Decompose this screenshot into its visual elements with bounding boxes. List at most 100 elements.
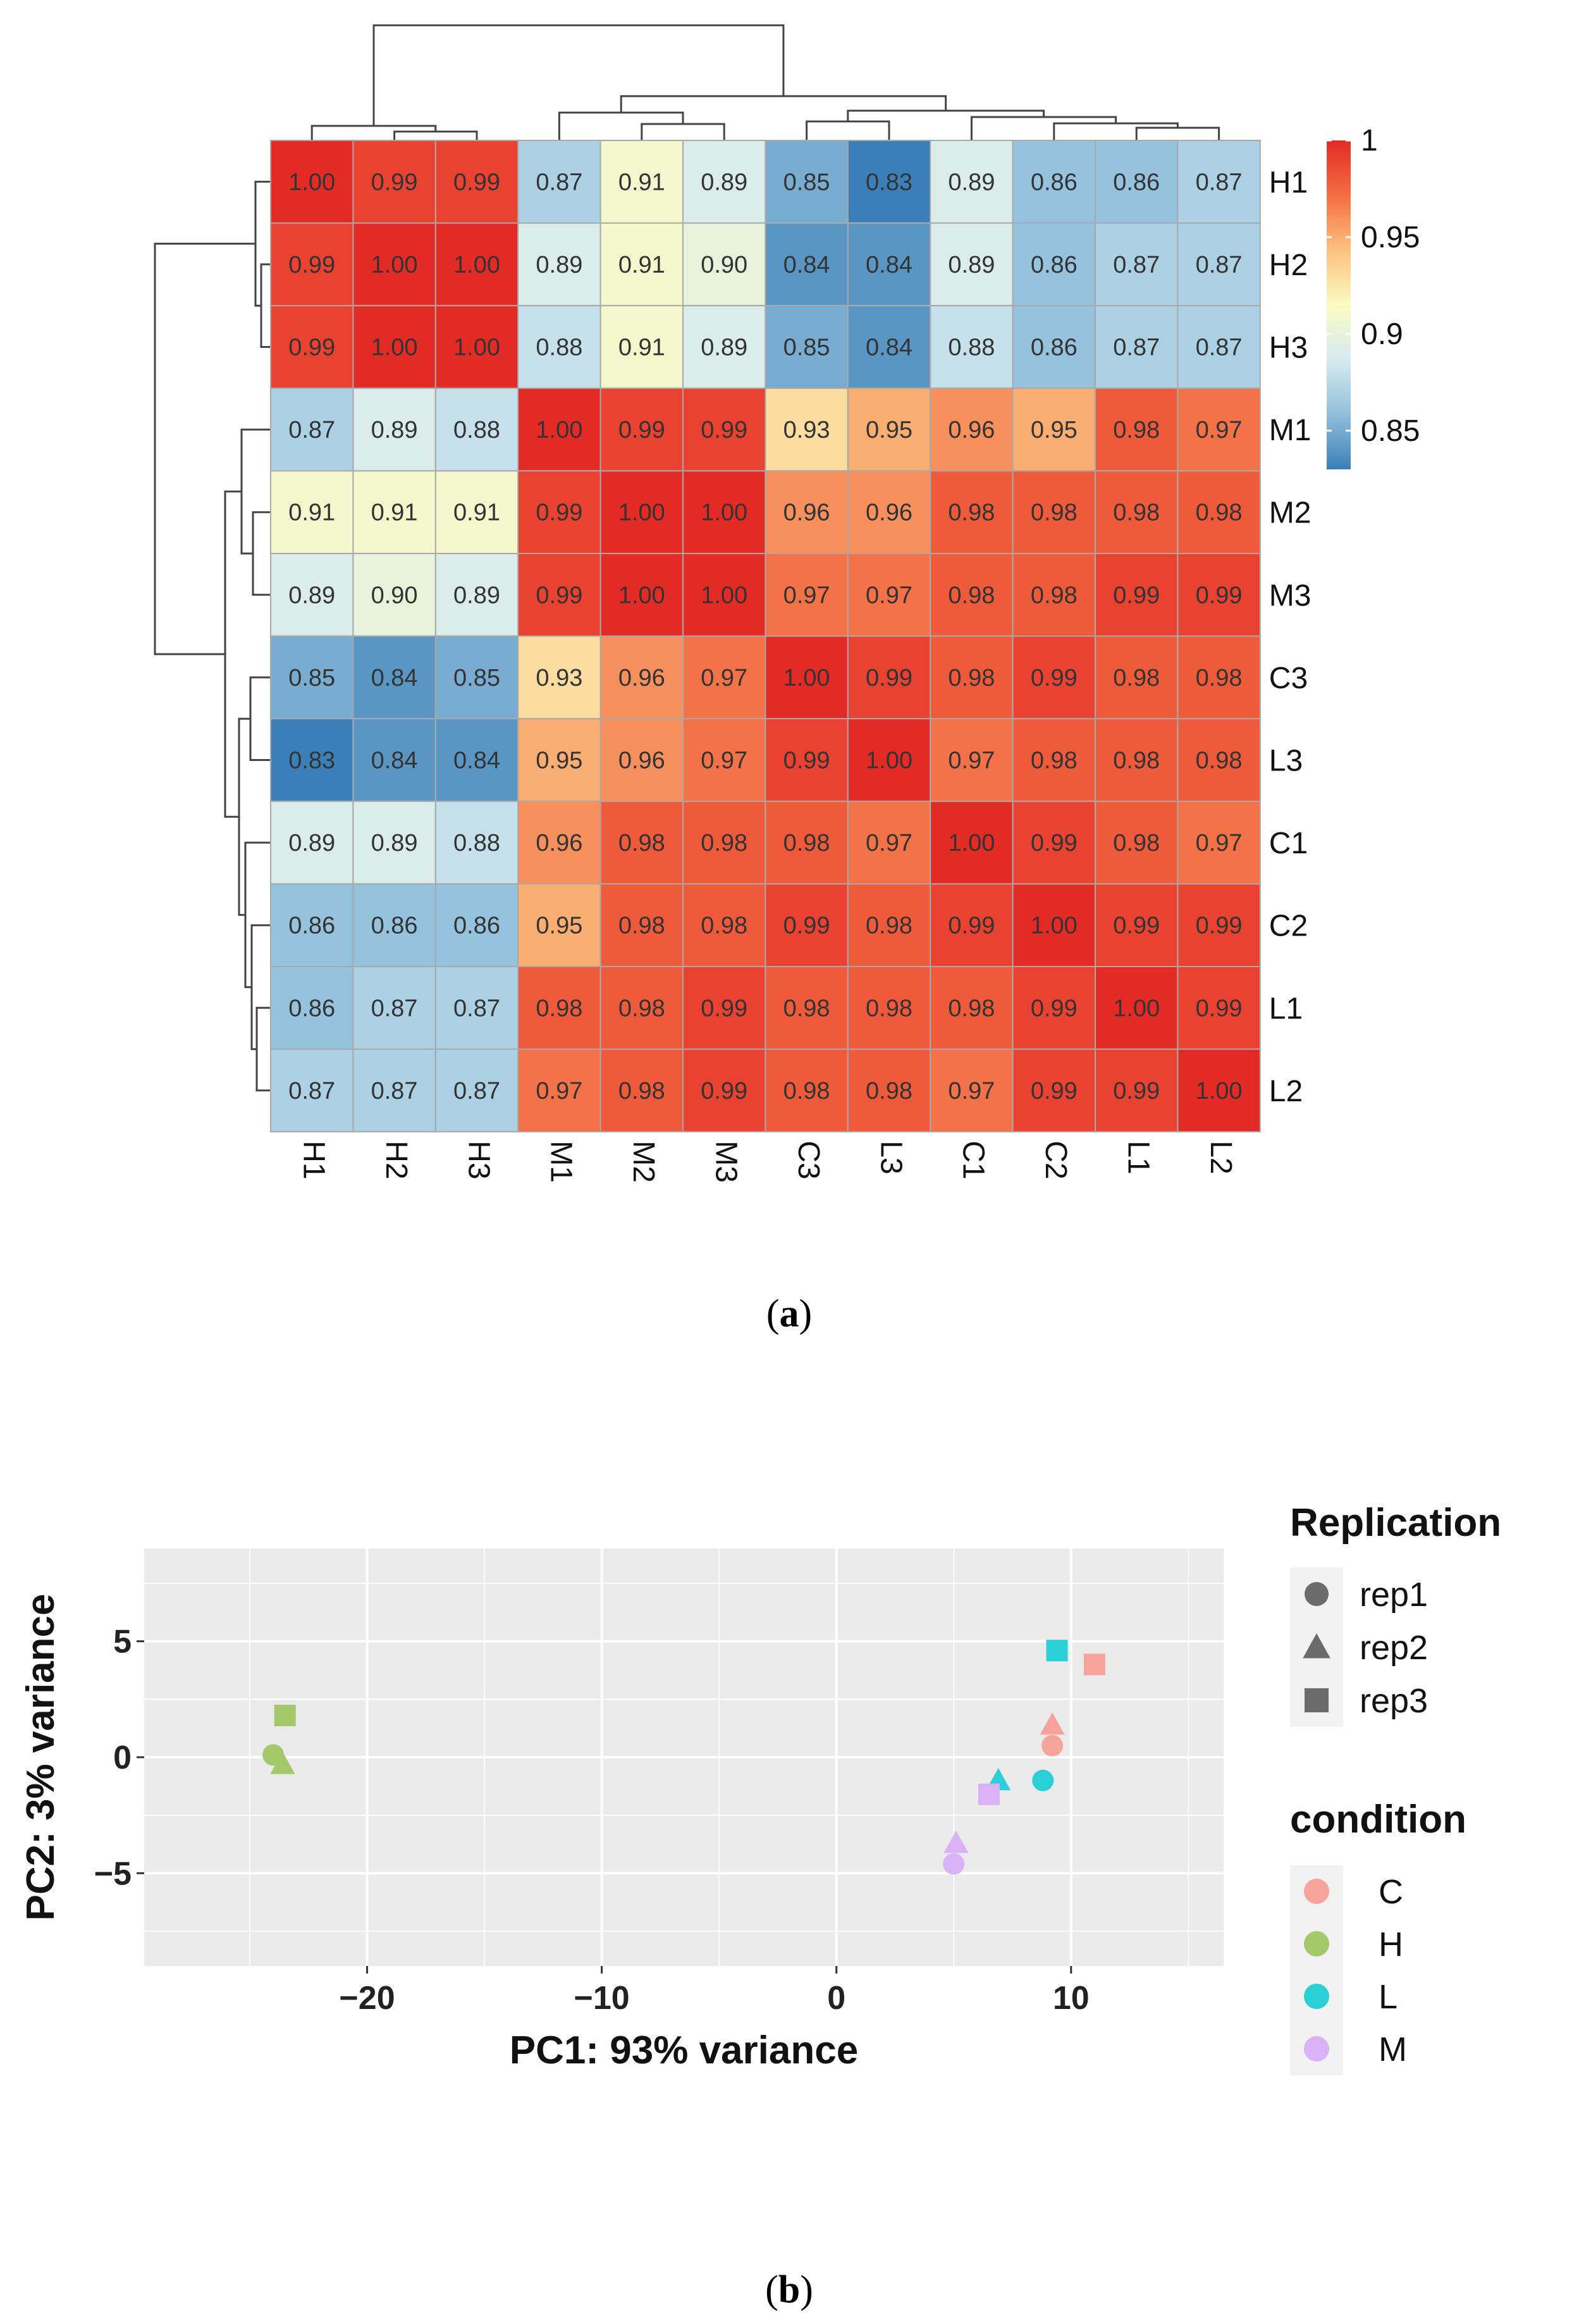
- column-label: H3: [462, 1140, 495, 1179]
- heatmap-cell-value: 0.98: [1196, 665, 1243, 691]
- row-label: H1: [1269, 166, 1308, 199]
- heatmap-cell-value: 0.99: [1031, 995, 1078, 1022]
- point-C-rep3: [1083, 1653, 1105, 1676]
- heatmap-cell: [682, 800, 766, 885]
- heatmap-cell-value: 0.83: [866, 169, 912, 195]
- heatmap-cell: [765, 800, 849, 885]
- heatmap-cell-value: 0.93: [536, 665, 582, 691]
- heatmap-cell-value: 0.95: [866, 417, 912, 443]
- y-axis-label: PC2: 3% variance: [19, 1594, 63, 1921]
- heatmap-cell: [434, 1048, 519, 1133]
- heatmap-cell-value: 0.99: [701, 417, 747, 443]
- heatmap-cell-value: 0.99: [866, 665, 912, 691]
- heatmap-cell: [765, 1048, 849, 1133]
- heatmap-cell-value: 0.84: [371, 665, 418, 691]
- heatmap-cell-value: 0.99: [701, 995, 747, 1022]
- heatmap-cell-value: 0.93: [783, 417, 830, 443]
- heatmap-column-labels: H1 H2 H3 M1 M2 M3 C3 L3 C1 C2 L1 L2: [297, 1140, 1238, 1183]
- heatmap-cell: [599, 718, 684, 802]
- heatmap-cell: [682, 222, 766, 307]
- heatmap-cell-value: 0.99: [1196, 995, 1243, 1022]
- heatmap-cell-value: 0.95: [536, 913, 582, 939]
- column-label: L2: [1204, 1140, 1238, 1174]
- heatmap-cell: [682, 1048, 766, 1133]
- heatmap-cell-value: 0.87: [1113, 252, 1160, 278]
- heatmap-cell: [517, 553, 601, 637]
- legend-item-label: L: [1379, 1978, 1398, 2016]
- heatmap-cell: [847, 800, 931, 885]
- heatmap-cell-value: 0.89: [288, 582, 335, 609]
- dendrogram-link: [154, 242, 255, 655]
- heatmap-cell-value: 0.98: [1031, 582, 1078, 609]
- heatmap-cell: [847, 1048, 931, 1133]
- legend-item-label: C: [1379, 1873, 1403, 1911]
- legend-color-L: [1304, 1984, 1329, 2009]
- heatmap-cell: [765, 635, 849, 720]
- dendrogram-link: [372, 24, 785, 126]
- point-H-rep3: [274, 1705, 296, 1726]
- heatmap-cell: [517, 718, 601, 802]
- heatmap-cell: [1177, 883, 1261, 968]
- heatmap-cell: [434, 553, 519, 637]
- heatmap-cell-value: 1.00: [701, 500, 747, 526]
- heatmap-cell-value: 0.99: [1031, 1078, 1078, 1104]
- row-label: M3: [1269, 579, 1312, 612]
- heatmap-cell-value: 0.91: [371, 500, 418, 526]
- legend-item-label: rep2: [1360, 1629, 1428, 1667]
- pca-scatter: −20 −10 0 10 −5 0 5 PC1: 93% variance PC2: 3% …: [19, 1501, 1501, 2075]
- heatmap-cell-value: 0.96: [783, 500, 830, 526]
- heatmap-cell-value: 0.87: [288, 1078, 335, 1104]
- plot-points: [262, 1640, 1105, 1875]
- legend-color-M: [1304, 2036, 1329, 2061]
- dendrogram-link: [393, 130, 478, 140]
- legend-condition-title: condition: [1290, 1798, 1466, 1841]
- heatmap-cell-value: 0.91: [453, 500, 500, 526]
- dendrogram-link: [255, 1006, 271, 1092]
- heatmap-cell-value: 0.99: [701, 1078, 747, 1104]
- row-label: C1: [1269, 827, 1308, 860]
- heatmap-cell: [847, 305, 931, 389]
- dendrogram-link: [970, 116, 1117, 140]
- legend-replication-title: Replication: [1290, 1501, 1501, 1545]
- heatmap-cell-value: 0.98: [618, 830, 665, 856]
- correlation-heatmap: 1.00 0.99 0.99 0.87 0.91 0.89 0.85 0.83 0.89 0.86…: [154, 24, 1420, 1183]
- heatmap-cell: [1012, 553, 1096, 637]
- heatmap-cell: [682, 718, 766, 802]
- heatmap-cell: [270, 966, 354, 1050]
- heatmap-cell-value: 0.89: [948, 169, 995, 195]
- heatmap-cell: [599, 800, 684, 885]
- heatmap-cell: [1177, 470, 1261, 555]
- heatmap-cell-value: 0.98: [701, 830, 747, 856]
- heatmap-cell-value: 0.87: [371, 995, 418, 1022]
- heatmap-cell: [434, 470, 519, 555]
- heatmap-cell: [1012, 305, 1096, 389]
- heatmap-cell-value: 0.97: [701, 748, 747, 774]
- heatmap-cell-value: 0.85: [783, 169, 830, 195]
- heatmap-cell-value: 0.98: [1113, 748, 1160, 774]
- colorbar-tick-label: 1: [1361, 124, 1378, 158]
- heatmap-cell-value: 0.86: [371, 913, 418, 939]
- colorbar-gradient: [1327, 140, 1351, 469]
- dendrogram-link: [1135, 127, 1220, 140]
- heatmap-cell: [682, 140, 766, 224]
- heatmap-cell-value: 0.99: [1031, 665, 1078, 691]
- heatmap-cell: [434, 387, 519, 472]
- heatmap-cell-value: 0.87: [453, 1078, 500, 1104]
- heatmap-cell-value: 0.86: [453, 913, 500, 939]
- heatmap-cell: [599, 140, 684, 224]
- heatmap-cell: [434, 966, 519, 1050]
- heatmap-cell-value: 0.85: [288, 665, 335, 691]
- heatmap-cell-value: 0.99: [948, 913, 995, 939]
- heatmap-cell: [1095, 883, 1179, 968]
- plot-gridlines: [144, 1548, 1224, 1966]
- heatmap-cell-value: 0.98: [1031, 500, 1078, 526]
- point-M-rep3: [978, 1783, 1000, 1805]
- dendrogram-link: [252, 511, 271, 596]
- heatmap-cell-value: 0.89: [371, 417, 418, 443]
- column-label: C3: [792, 1140, 825, 1179]
- heatmap-cell-value: 0.88: [536, 335, 582, 361]
- heatmap-cell-value: 0.89: [371, 830, 418, 856]
- heatmap-cell-value: 0.98: [1196, 748, 1243, 774]
- heatmap-cell: [434, 635, 519, 720]
